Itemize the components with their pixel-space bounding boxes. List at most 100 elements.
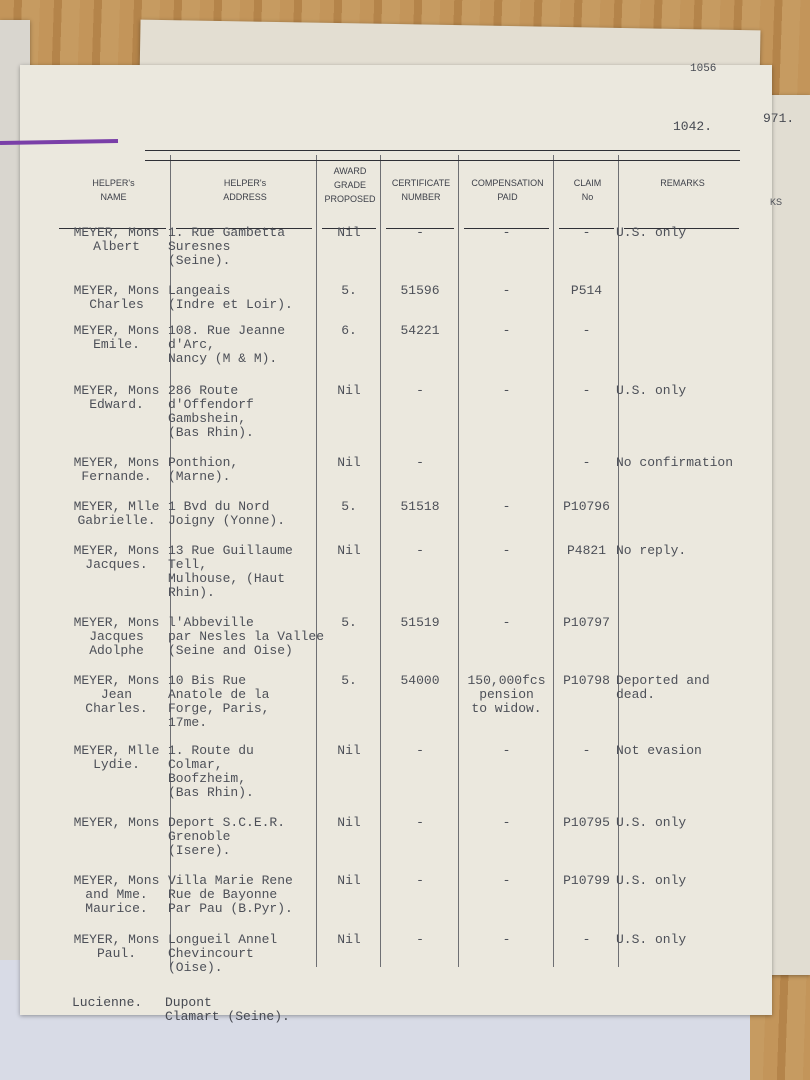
table-cell: U.S. only <box>616 815 687 830</box>
table-cell: Nil <box>337 455 361 470</box>
column-header: HELPER's ADDRESS <box>223 178 267 202</box>
column-rule <box>553 155 554 967</box>
table-cell: U.S. only <box>616 383 687 398</box>
table-cell: - <box>502 873 511 888</box>
header-underline <box>386 228 454 229</box>
table-cell: U.S. only <box>616 932 687 947</box>
table-cell: 51518 <box>400 499 440 514</box>
table-cell: 54000 <box>400 673 440 688</box>
table-cell: MEYER, Mons Fernande. <box>73 455 160 484</box>
table-cell: Deported and dead. <box>616 673 710 702</box>
table-cell: - <box>416 455 424 470</box>
page-number: 1042. <box>673 119 713 134</box>
table-cell: MEYER, Mons Emile. <box>73 323 160 352</box>
table-cell: - <box>582 323 591 338</box>
table-cell: P10799 <box>563 873 610 888</box>
table-cell: - <box>502 323 511 338</box>
table-cell: Not evasion <box>616 743 702 758</box>
table-cell: - <box>416 225 424 240</box>
table-cell: - <box>502 932 511 947</box>
table-cell: MEYER, Mons Paul. <box>73 932 160 961</box>
header-underline <box>464 228 549 229</box>
table-cell: MEYER, Mons Jean Charles. <box>73 673 160 716</box>
table-cell: Nil <box>337 873 361 888</box>
table-cell: - <box>416 873 424 888</box>
table-cell: MEYER, Mons Jacques Adolphe <box>73 615 160 658</box>
table-cell: - <box>582 225 591 240</box>
table-cell: - <box>502 225 511 240</box>
table-cell: - <box>416 815 424 830</box>
table-cell: Nil <box>337 932 361 947</box>
column-rule <box>316 155 317 967</box>
table-cell: - <box>502 283 511 298</box>
table-cell: Villa Marie Rene Rue de Bayonne Par Pau … <box>168 873 293 916</box>
table-cell: MEYER, Mlle Gabrielle. <box>73 499 160 528</box>
tab-number: 1056 <box>690 63 717 75</box>
column-rule <box>618 155 619 967</box>
table-cell: U.S. only <box>616 225 687 240</box>
header-underline <box>559 228 614 229</box>
table-cell: - <box>416 932 424 947</box>
table-cell: No reply. <box>616 543 687 558</box>
table-cell: P514 <box>570 283 603 298</box>
table-cell: Nil <box>337 225 361 240</box>
footer-name: Lucienne. <box>72 995 143 1010</box>
table-cell: 5. <box>341 615 357 630</box>
column-header: CERTIFICATE NUMBER <box>391 178 451 202</box>
table-cell: Deport S.C.E.R. Grenoble (Isere). <box>168 815 286 858</box>
header-rule <box>145 160 740 161</box>
table-cell: MEYER, Mons Jacques. <box>73 543 160 572</box>
table-cell: - <box>502 499 511 514</box>
column-rule <box>380 155 381 967</box>
table-cell: MEYER, Mons Charles <box>73 283 160 312</box>
table-cell: MEYER, Mons <box>73 815 160 830</box>
rule <box>145 150 740 151</box>
table-cell: 1. Route du Colmar, Boofzheim, (Bas Rhin… <box>168 743 254 800</box>
table-cell: 51596 <box>400 283 440 298</box>
table-cell: No confirmation <box>616 455 734 470</box>
column-header: CLAIM No <box>573 178 602 202</box>
table-cell: 1. Rue Gambetta Suresnes (Seine). <box>168 225 286 268</box>
table-cell: P10796 <box>563 499 610 514</box>
table-cell: - <box>502 615 511 630</box>
table-cell: 1 Bvd du Nord Joigny (Yonne). <box>168 499 286 528</box>
table-cell: 286 Route d'Offendorf Gambshein, (Bas Rh… <box>168 383 254 440</box>
table-cell: P4821 <box>566 543 606 558</box>
table-cell: - <box>582 932 591 947</box>
column-header: COMPENSATION PAID <box>471 178 544 202</box>
behind-header: KS <box>770 197 783 207</box>
table-cell: l'Abbeville par Nesles la Vallee (Seine … <box>168 615 325 658</box>
table-cell: - <box>502 543 511 558</box>
table-cell: 51519 <box>400 615 440 630</box>
table-cell: 54221 <box>400 323 440 338</box>
column-rule <box>170 155 171 967</box>
record-sheet <box>20 65 772 1015</box>
table-cell: U.S. only <box>616 873 687 888</box>
table-cell: P10798 <box>563 673 610 688</box>
table-cell: 5. <box>341 499 357 514</box>
column-header: REMARKS <box>660 178 705 188</box>
table-cell: Longueil Annel Chevincourt (Oise). <box>168 932 278 975</box>
header-underline <box>322 228 376 229</box>
table-cell: Langeais (Indre et Loir). <box>168 283 293 312</box>
table-cell: MEYER, Mons Edward. <box>73 383 160 412</box>
table-cell: - <box>416 543 424 558</box>
header-underline <box>624 228 739 229</box>
table-cell: - <box>582 455 591 470</box>
table-cell: Ponthion, (Marne). <box>168 455 239 484</box>
table-cell: - <box>582 743 591 758</box>
table-cell: Nil <box>337 383 361 398</box>
table-cell: 6. <box>341 323 357 338</box>
table-cell: 108. Rue Jeanne d'Arc, Nancy (M & M). <box>168 323 286 366</box>
table-cell: MEYER, Mons Albert <box>73 225 160 254</box>
table-cell: Nil <box>337 743 361 758</box>
table-cell: - <box>502 383 511 398</box>
table-cell: - <box>416 383 424 398</box>
column-header: HELPER's NAME <box>92 178 135 202</box>
table-cell: - <box>582 383 591 398</box>
table-cell: 150,000fcs pension to widow. <box>467 673 546 716</box>
column-rule <box>458 155 459 967</box>
table-cell: MEYER, Mons and Mme. Maurice. <box>73 873 160 916</box>
behind-page-number: 971. <box>763 111 795 126</box>
